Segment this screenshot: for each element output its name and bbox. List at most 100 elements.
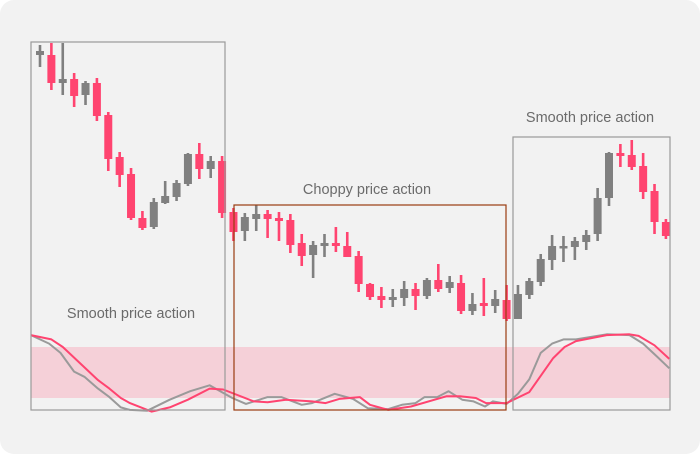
candle-body	[320, 243, 329, 246]
candle-body	[161, 196, 170, 203]
candle-wick	[345, 232, 349, 257]
candle-7	[104, 112, 113, 171]
candle-body	[605, 153, 613, 198]
candle-wick	[414, 283, 417, 310]
candle-body	[491, 299, 500, 306]
oscillator-band	[31, 347, 670, 398]
candle-35	[422, 278, 431, 299]
candle-26	[320, 234, 329, 257]
candle-32	[388, 289, 397, 307]
candle-9	[127, 168, 136, 220]
candle-body	[400, 289, 409, 298]
candle-19	[240, 213, 249, 241]
candle-14	[183, 153, 192, 186]
candle-body	[149, 202, 158, 227]
candle-wick	[61, 43, 65, 95]
candle-body	[536, 259, 545, 282]
candle-body	[434, 280, 443, 289]
candle-36	[434, 264, 443, 292]
candle-22	[274, 212, 283, 241]
candle-17	[218, 156, 227, 218]
candle-body	[616, 153, 625, 156]
candle-wick	[573, 237, 577, 260]
candle-body	[183, 154, 192, 184]
candle-40	[479, 278, 488, 316]
annotation-box-choppy	[233, 204, 507, 411]
candle-body	[70, 79, 79, 96]
candle-body	[104, 115, 113, 159]
candle-wick	[562, 236, 565, 262]
candle-31	[377, 287, 386, 308]
candle-wick	[482, 278, 486, 316]
candle-54	[639, 153, 648, 199]
candle-34	[411, 283, 420, 310]
candle-body	[263, 214, 272, 219]
candle-wick	[334, 227, 338, 252]
candle-55	[650, 184, 659, 234]
candle-30	[366, 283, 375, 300]
candle-body	[513, 294, 522, 319]
candle-10	[138, 211, 147, 230]
candle-46	[548, 235, 557, 270]
candle-wick	[266, 210, 269, 238]
oscillator-slow-line	[30, 333, 670, 413]
candle-53	[627, 140, 636, 170]
candle-body	[127, 174, 136, 218]
candle-21	[263, 210, 272, 238]
candle-body	[240, 217, 249, 231]
candle-body	[58, 79, 67, 83]
candle-1	[36, 45, 44, 67]
candle-body	[582, 235, 591, 242]
candle-23	[286, 214, 295, 253]
candle-5	[81, 81, 90, 105]
candle-wick	[437, 264, 440, 292]
candle-body	[457, 283, 466, 311]
candle-body	[252, 214, 261, 219]
candle-body	[309, 245, 318, 255]
candle-wick	[163, 181, 167, 204]
candle-25	[309, 241, 318, 278]
candle-body	[366, 284, 375, 297]
candle-48	[570, 237, 579, 260]
candle-45	[536, 254, 545, 286]
candle-body	[115, 157, 124, 175]
candle-body	[570, 241, 579, 247]
candle-wick	[277, 212, 281, 241]
annotation-label-choppy: Choppy price action	[303, 182, 431, 198]
candle-body	[468, 304, 477, 311]
candle-56	[661, 219, 670, 239]
candle-body	[593, 198, 602, 234]
candle-27	[331, 227, 340, 252]
annotation-box-smooth-right	[512, 136, 671, 411]
candle-body	[525, 281, 534, 295]
candle-body	[92, 83, 101, 116]
candle-body	[218, 161, 227, 213]
candle-body	[411, 289, 420, 296]
candle-16	[206, 156, 215, 178]
candle-body	[377, 296, 386, 300]
candle-15	[195, 143, 204, 179]
candle-11	[149, 198, 158, 229]
candle-body	[206, 161, 215, 169]
candle-body	[81, 83, 90, 95]
candle-39	[468, 293, 477, 315]
candle-29	[354, 251, 363, 292]
candle-wick	[38, 45, 42, 67]
candle-body	[445, 282, 454, 288]
candle-44	[525, 278, 534, 299]
candle-body	[343, 246, 352, 257]
candle-body	[138, 218, 147, 228]
candle-12	[161, 181, 170, 204]
candle-body	[274, 218, 283, 221]
candle-4	[70, 73, 79, 107]
candle-body	[36, 51, 44, 55]
candle-wick	[311, 241, 315, 278]
candle-13	[172, 180, 181, 201]
oscillator-fast-line	[30, 333, 670, 412]
candle-body	[627, 155, 636, 167]
annotation-label-smooth-right: Smooth price action	[526, 110, 654, 126]
candle-33	[400, 281, 409, 306]
candle-body	[354, 256, 363, 284]
